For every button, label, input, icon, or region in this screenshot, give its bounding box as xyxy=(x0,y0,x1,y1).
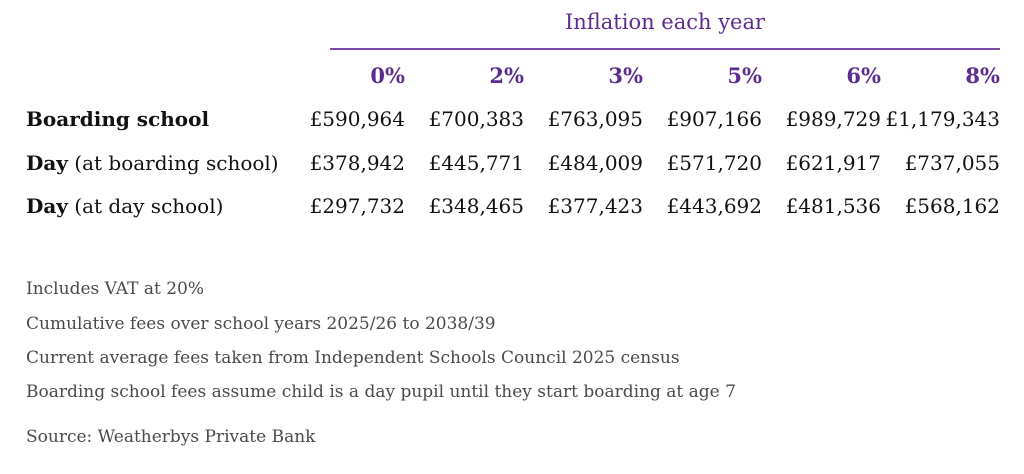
note-vat: Includes VAT at 20% xyxy=(26,279,205,299)
table-cell: £481,536 xyxy=(785,194,881,218)
table-cell: £484,009 xyxy=(547,151,643,175)
table-cell: £348,465 xyxy=(428,194,524,218)
table-cell: £297,732 xyxy=(309,194,405,218)
source-note: Source: Weatherbys Private Bank xyxy=(26,427,316,447)
table-cell: £378,942 xyxy=(309,151,405,175)
column-header-3: 3% xyxy=(608,63,643,88)
row-label-day-at-day-school: Day (at day school) xyxy=(26,194,223,218)
row-label-bold: Day xyxy=(26,194,68,218)
inflation-group-header: Inflation each year xyxy=(564,10,766,34)
table-cell: £737,055 xyxy=(904,151,1000,175)
column-header-2: 2% xyxy=(489,63,524,88)
table-cell: £1,179,343 xyxy=(885,107,1000,131)
row-label-rest: (at day school) xyxy=(67,194,224,218)
table-cell: £445,771 xyxy=(428,151,524,175)
note-boarding-assumption: Boarding school fees assume child is a d… xyxy=(26,382,736,402)
table-cell: £568,162 xyxy=(904,194,1000,218)
row-label-bold: Boarding school xyxy=(26,107,210,131)
note-census: Current average fees taken from Independ… xyxy=(26,348,680,368)
group-header-rule xyxy=(330,48,1000,50)
table-cell: £989,729 xyxy=(785,107,881,131)
table-cell: £590,964 xyxy=(309,107,405,131)
table-cell: £621,917 xyxy=(785,151,881,175)
table-cell: £571,720 xyxy=(666,151,762,175)
column-header-0: 0% xyxy=(370,63,405,88)
table-cell: £907,166 xyxy=(666,107,762,131)
note-cumulative-fees: Cumulative fees over school years 2025/2… xyxy=(26,314,496,334)
row-label-day-at-boarding-school: Day (at boarding school) xyxy=(26,151,279,175)
row-label-boarding-school: Boarding school xyxy=(26,107,209,131)
row-label-rest: (at boarding school) xyxy=(67,151,279,175)
table-cell: £700,383 xyxy=(428,107,524,131)
table-cell: £443,692 xyxy=(666,194,762,218)
column-header-8: 8% xyxy=(965,63,1000,88)
column-header-5: 5% xyxy=(727,63,762,88)
column-header-6: 6% xyxy=(846,63,881,88)
table-cell: £377,423 xyxy=(547,194,643,218)
row-label-bold: Day xyxy=(26,151,68,175)
table-cell: £763,095 xyxy=(547,107,643,131)
